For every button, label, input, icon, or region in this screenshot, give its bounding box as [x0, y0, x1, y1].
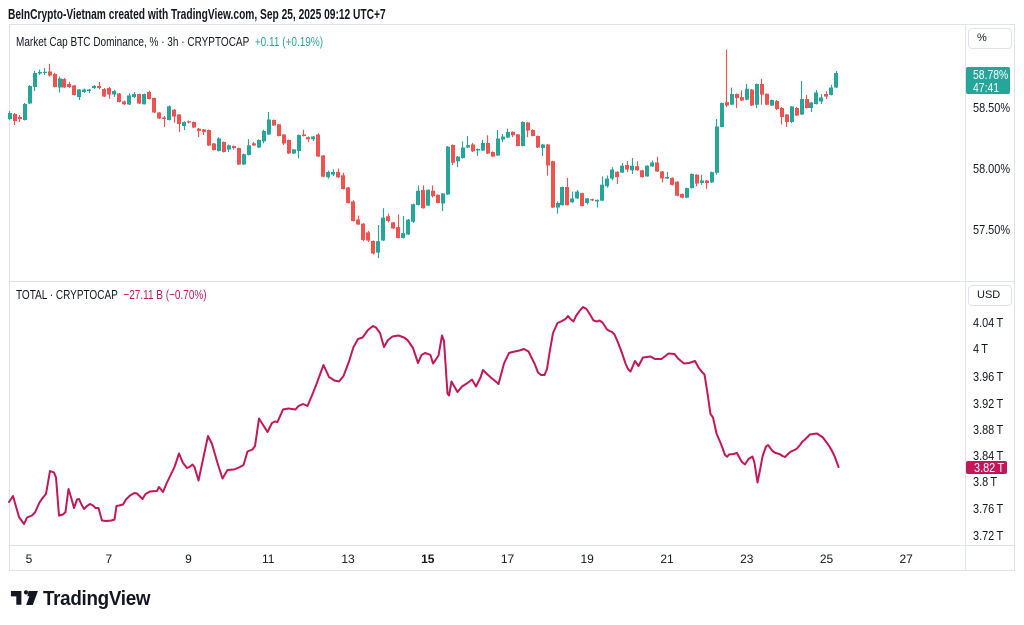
svg-text:TradingView: TradingView [43, 587, 151, 610]
